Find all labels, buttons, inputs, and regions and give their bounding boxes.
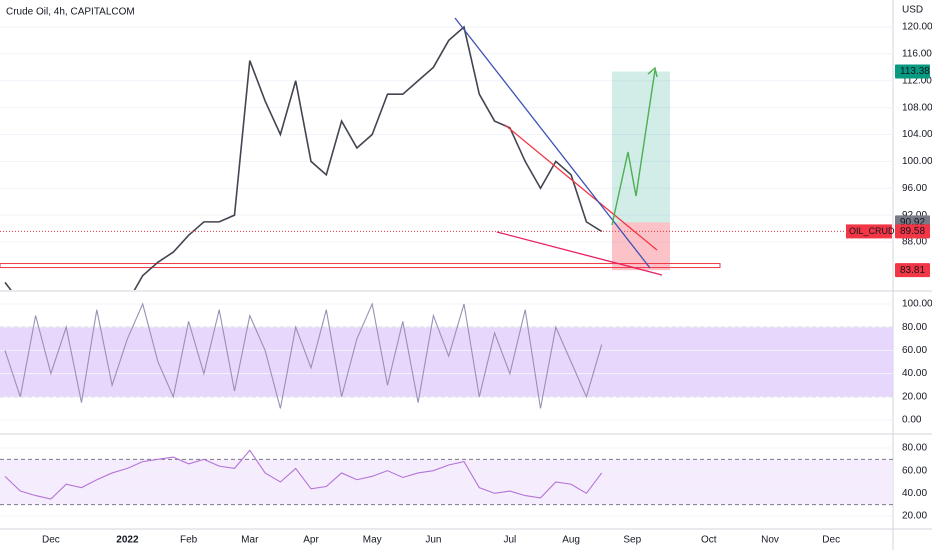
y-tick-label: 20.00 (902, 391, 927, 402)
panel (0, 302, 893, 421)
price-tag (895, 224, 930, 239)
x-tick-label: Aug (562, 535, 580, 546)
series-line (4, 302, 603, 409)
plot-layer: 88.0092.0096.00100.00104.00108.00112.001… (0, 17, 932, 546)
band (0, 459, 893, 505)
panel (0, 25, 893, 290)
x-tick-label: Dec (42, 535, 60, 546)
series-tag-label: OIL_CRUDE (849, 226, 901, 236)
price-tag (895, 263, 930, 278)
y-tick-label: 40.00 (902, 368, 927, 379)
x-tick-label: Nov (761, 535, 779, 546)
x-tick-label: Dec (822, 535, 840, 546)
y-tick-label: 80.00 (902, 322, 927, 333)
x-tick-label: Jul (504, 535, 517, 546)
series-line (4, 449, 603, 500)
support-zone (0, 263, 721, 269)
y-tick-label: 40.00 (902, 488, 927, 499)
y-tick-label: 60.00 (902, 345, 927, 356)
y-tick-label: 80.00 (902, 443, 927, 454)
price-tag (895, 64, 930, 79)
stop-zone (612, 222, 670, 271)
x-tick-label: Oct (701, 535, 717, 546)
y-tick-label: 88.00 (902, 237, 927, 248)
series-tag (846, 224, 892, 239)
drawing (504, 124, 658, 251)
y-tick-label: 100.00 (902, 299, 932, 310)
y-tick-label: 96.00 (902, 183, 927, 194)
y-tick-label: 108.00 (902, 102, 932, 113)
drawing (647, 66, 658, 78)
x-tick-label: 2022 (116, 535, 139, 546)
target-zone (612, 71, 670, 223)
x-tick-label: Mar (241, 535, 259, 546)
band (0, 327, 893, 397)
drawing (454, 17, 651, 269)
chart-title: Crude Oil, 4h, CAPITALCOM (6, 7, 135, 18)
x-tick-label: May (363, 535, 382, 546)
axis-unit: USD (902, 5, 923, 16)
y-tick-label: 0.00 (902, 415, 922, 426)
y-tick-label: 116.00 (902, 49, 932, 60)
panel (0, 447, 893, 517)
x-tick-label: Feb (180, 535, 198, 546)
y-tick-label: 20.00 (902, 511, 927, 522)
x-tick-label: Apr (303, 535, 319, 546)
y-tick-label: 112.00 (902, 75, 932, 86)
drawing (496, 231, 663, 276)
x-tick-label: Jun (425, 535, 441, 546)
y-tick-label: 92.00 (902, 210, 927, 221)
y-tick-label: 120.00 (902, 22, 932, 33)
price-tag-label: 89.58 (900, 226, 925, 237)
y-tick-label: 104.00 (902, 129, 932, 140)
x-tick-label: Sep (623, 535, 641, 546)
y-tick-label: 60.00 (902, 465, 927, 476)
price-tag-label: 83.81 (900, 265, 925, 276)
series-line (4, 25, 603, 290)
price-tag-label: 113.38 (900, 66, 930, 77)
y-tick-label: 100.00 (902, 156, 932, 167)
price-tag-label: 90.92 (900, 217, 925, 228)
drawing (611, 69, 656, 226)
